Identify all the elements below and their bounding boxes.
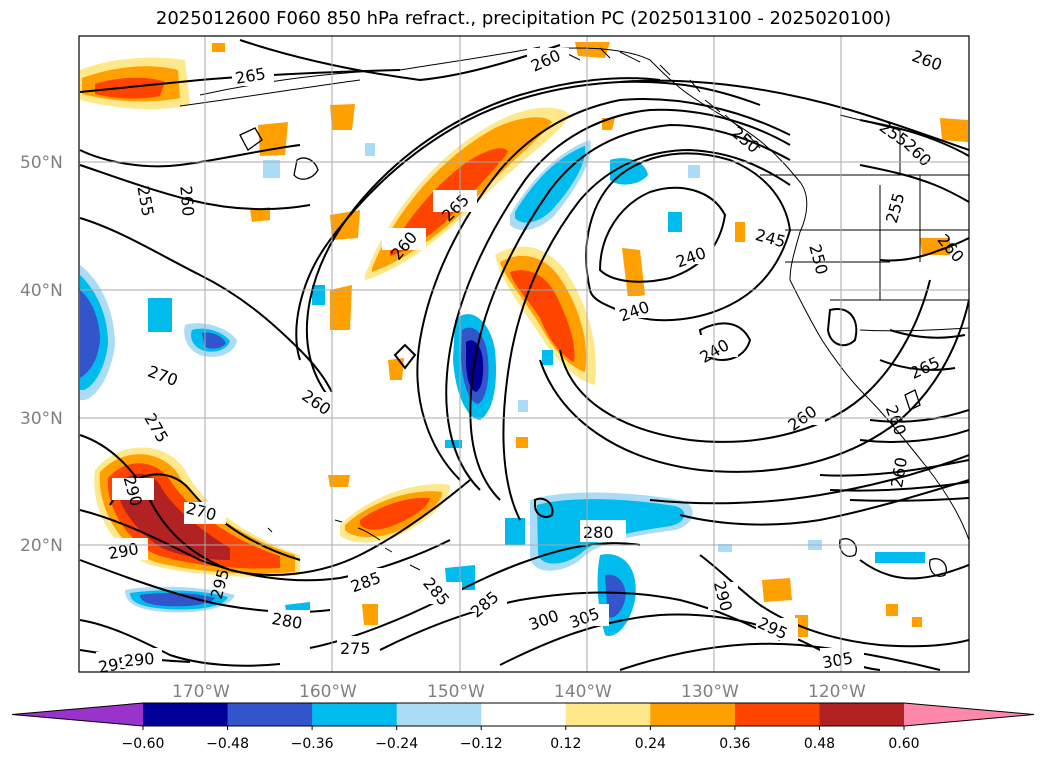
refractivity-contours-thin — [239, 127, 947, 577]
lat-label: 30°N — [20, 409, 63, 429]
colorbar-tick-label: 0.24 — [635, 736, 666, 752]
colorbar-tick-label: −0.48 — [206, 736, 249, 752]
colorbar-tick-label: −0.36 — [291, 736, 334, 752]
lat-label: 20°N — [20, 536, 63, 556]
lat-label: 50°N — [20, 153, 63, 173]
colorbar-tick-label: 0.12 — [550, 736, 581, 752]
lon-label: 120°W — [808, 682, 866, 702]
precip-negative-anomalies — [80, 140, 925, 636]
colorbar-segment — [312, 703, 398, 726]
colorbar-segment — [650, 703, 736, 726]
colorbar-extend-low — [12, 703, 143, 726]
colorbar-tick-label: 0.48 — [804, 736, 835, 752]
colorbar-tick-label: 0.36 — [719, 736, 750, 752]
colorbar-tick-label: −0.24 — [375, 736, 418, 752]
graticule — [79, 36, 969, 672]
colorbar-tick-label: −0.12 — [460, 736, 503, 752]
lon-label: 160°W — [299, 682, 357, 702]
contour-label: 275 — [340, 639, 371, 658]
refractivity-contours — [79, 39, 969, 671]
contour-label: 280 — [583, 523, 614, 542]
lon-label: 140°W — [554, 682, 612, 702]
colorbar-segment — [227, 703, 313, 726]
colorbar-segment — [396, 703, 482, 726]
colorbar-tick-label: 0.60 — [888, 736, 919, 752]
colorbar-segment — [143, 703, 229, 726]
lon-label: 130°W — [681, 682, 739, 702]
colorbar-segment — [481, 703, 567, 726]
map-frame — [78, 35, 970, 673]
colorbar: −0.60 −0.48 −0.36 −0.24 −0.12 0.12 0.24 0.36 0.4… — [11, 702, 1035, 752]
colorbar-segment — [819, 703, 905, 726]
contour-label: 260 — [176, 185, 198, 217]
contour-label: 295 — [97, 653, 130, 677]
lon-label: 170°W — [172, 682, 230, 702]
contour-label: 305 — [821, 648, 854, 672]
contour-labels: 265 260 260 255 260 250 255 260 265 260 … — [96, 46, 968, 677]
colorbar-segment — [565, 703, 651, 726]
lon-label: 150°W — [427, 682, 485, 702]
contour-label: 290 — [123, 649, 155, 671]
longitude-labels: 170°W 160°W 150°W 140°W 130°W 120°W — [172, 682, 866, 702]
lat-label: 40°N — [20, 281, 63, 301]
colorbar-tick-label: −0.60 — [122, 736, 165, 752]
latitude-labels: 50°N 40°N 30°N 20°N — [20, 153, 63, 556]
colorbar-segment — [734, 703, 820, 726]
colorbar-extend-high — [904, 703, 1034, 726]
map-title: 2025012600 F060 850 hPa refract., precip… — [155, 8, 892, 29]
